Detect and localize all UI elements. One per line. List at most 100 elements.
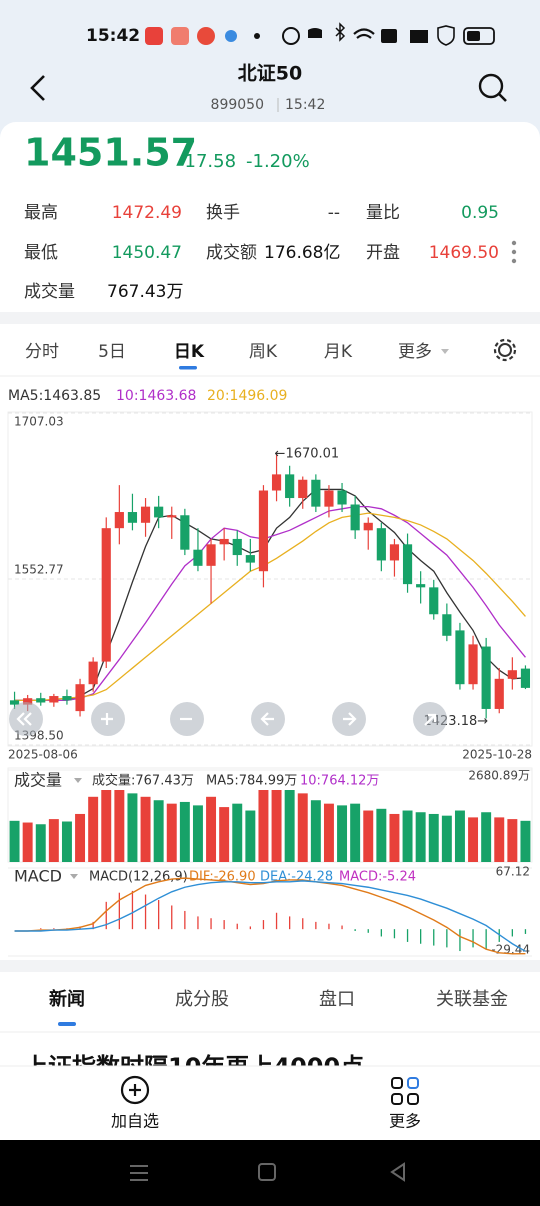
news-headline[interactable]: 上证指数时隔10年再上4000点 <box>24 1053 364 1081</box>
settings-button[interactable] <box>493 338 517 362</box>
chart-control-icon <box>260 712 274 726</box>
quote-price: 1451.57 <box>24 131 197 175</box>
period-tab[interactable]: 分时 <box>25 342 59 362</box>
candle-body <box>376 528 386 561</box>
stat-value: 0.95 <box>461 203 499 223</box>
candle-body <box>258 490 269 572</box>
status-icons <box>145 22 495 46</box>
volume-title: 成交量 <box>14 771 62 790</box>
more-dots[interactable] <box>511 240 517 264</box>
volume-bar <box>88 796 99 862</box>
candle-body <box>206 544 216 566</box>
search-button[interactable] <box>478 73 507 102</box>
candle-body <box>507 670 517 679</box>
nav-bar <box>0 1140 540 1206</box>
volume-legend: 成交量:767.43万 <box>92 773 194 789</box>
chart-control-icon <box>343 712 357 726</box>
ma-line <box>14 512 526 701</box>
candle-body <box>468 644 478 685</box>
volume-bar <box>271 790 282 862</box>
candle-body <box>88 661 98 685</box>
more-label[interactable]: 更多 <box>389 1112 421 1131</box>
header-title: 北证50 <box>238 63 302 85</box>
candle-body <box>298 479 308 499</box>
volume-bar <box>127 793 138 862</box>
volume-legend: MA5:784.99万 <box>206 774 297 789</box>
volume-bar <box>441 815 452 862</box>
volume-bar <box>481 812 492 862</box>
volume-bar <box>376 808 387 862</box>
volume-bar <box>415 812 426 862</box>
candle-body <box>442 614 452 636</box>
separator <box>0 960 540 972</box>
candle-body <box>416 584 426 588</box>
news-tab[interactable]: 关联基金 <box>436 989 508 1010</box>
tab-indicator <box>179 366 197 370</box>
ma-legend: 20:1496.09 <box>207 388 287 404</box>
volume-bar <box>48 819 59 862</box>
volume-bar <box>323 803 334 862</box>
period-tab[interactable]: 月K <box>324 342 353 362</box>
volume-bar <box>153 800 164 862</box>
dropdown-arrow <box>74 778 82 783</box>
candle-body <box>520 668 531 688</box>
candle-body <box>167 515 177 518</box>
stat-label: 最低 <box>24 243 58 263</box>
separator <box>0 312 540 324</box>
volume-bar <box>35 824 46 862</box>
stat-label: 量比 <box>366 203 400 223</box>
candle-body <box>285 474 295 499</box>
candle-body <box>36 698 46 703</box>
quote-change-pct: -1.20% <box>246 151 310 172</box>
candle-body <box>481 646 491 709</box>
volume-bar <box>402 810 413 862</box>
period-tab[interactable]: 更多 <box>398 342 432 362</box>
stat-label: 换手 <box>206 203 240 223</box>
back-button[interactable] <box>30 75 45 101</box>
candle-body <box>9 700 20 705</box>
add-watch-icon[interactable] <box>120 1075 150 1105</box>
stat-value: 1450.47 <box>112 243 182 263</box>
period-tab[interactable]: 5日 <box>98 342 126 362</box>
candle-body <box>455 630 465 685</box>
add-watch-label[interactable]: 加自选 <box>111 1112 159 1131</box>
news-tab[interactable]: 盘口 <box>319 989 355 1010</box>
stat-label: 成交额 <box>206 243 257 263</box>
macd-line <box>14 880 526 952</box>
period-tab[interactable]: 日K <box>174 342 205 362</box>
high-annotation: ←1670.01 <box>275 446 340 461</box>
y-tick-label: -29.44 <box>491 943 530 957</box>
candle-body <box>62 696 72 701</box>
candle-body <box>324 490 334 507</box>
nav-icons[interactable] <box>130 1162 405 1182</box>
bottom-bar <box>0 1066 540 1140</box>
volume-bar <box>75 813 86 862</box>
candle-body <box>114 512 124 529</box>
y-tick-label: 67.12 <box>496 865 530 879</box>
top-background <box>0 0 540 140</box>
candle-body <box>494 678 504 709</box>
news-tab[interactable]: 新闻 <box>49 988 85 1010</box>
candle-body <box>337 490 347 505</box>
header-code: 899050 <box>211 97 264 113</box>
macd-legend: MACD(12,26,9) <box>89 870 188 885</box>
volume-bar <box>101 790 112 862</box>
period-tab[interactable]: 周K <box>249 342 278 362</box>
more-icon[interactable] <box>391 1077 419 1105</box>
candle-body <box>140 506 151 523</box>
volume-frame <box>7 767 533 863</box>
header-time: 15:42 <box>285 97 325 113</box>
candle-body <box>245 555 255 563</box>
candle-body <box>101 528 111 662</box>
macd-legend: MACD:-5.24 <box>339 870 416 885</box>
chart-control-icon <box>424 713 437 726</box>
candle-body <box>350 504 360 531</box>
stat-label: 最高 <box>24 203 58 223</box>
news-tab[interactable]: 成分股 <box>175 989 229 1010</box>
volume-bar <box>297 793 308 862</box>
candle-body <box>232 538 242 556</box>
volume-bar <box>61 821 72 862</box>
candle-body <box>311 479 321 507</box>
